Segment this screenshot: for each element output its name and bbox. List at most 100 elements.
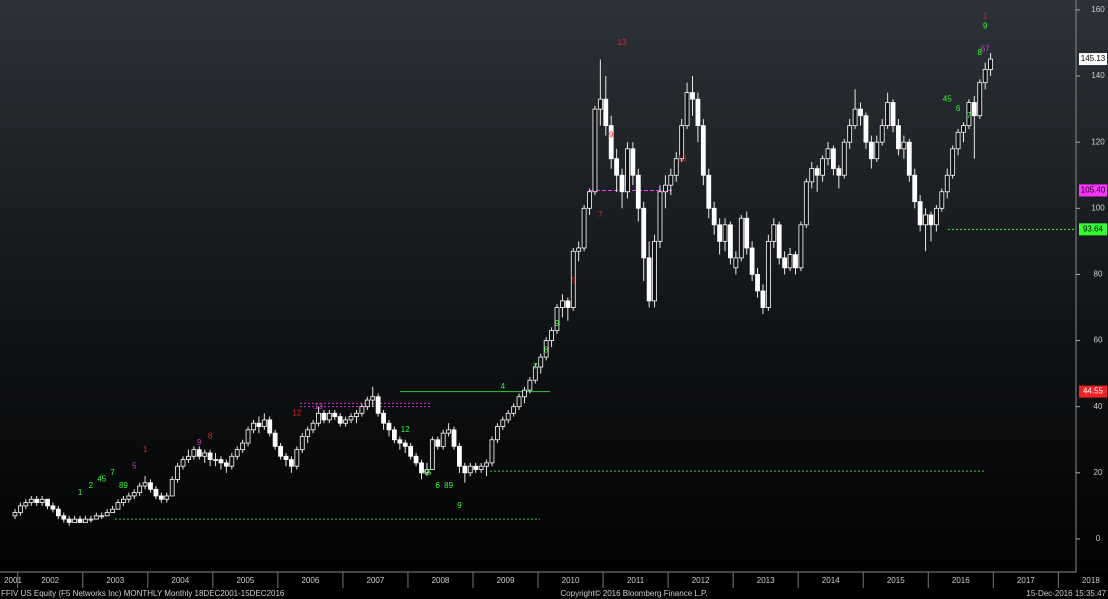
candle-body xyxy=(213,459,218,461)
td-count: 13 xyxy=(314,402,323,411)
candle-body xyxy=(793,254,798,269)
candle-body xyxy=(39,498,45,503)
candle-body xyxy=(749,247,755,275)
candle-body xyxy=(934,207,939,226)
candle-body xyxy=(435,439,441,447)
candle-body xyxy=(538,356,544,368)
td-count: 2 xyxy=(89,481,94,490)
candle-body xyxy=(912,174,918,203)
td-count: 67 xyxy=(981,45,990,54)
y-tick-label: 160 xyxy=(1091,5,1105,14)
candle-body xyxy=(104,512,110,517)
candle-body xyxy=(522,389,527,398)
td-count: 9 xyxy=(555,319,560,328)
candle-body xyxy=(370,396,376,401)
candle-body xyxy=(776,224,782,259)
td-count: 7 xyxy=(533,362,538,371)
candle-body xyxy=(126,495,132,500)
candle-body xyxy=(158,495,164,500)
candle-body xyxy=(316,412,321,424)
price-tag xyxy=(1079,385,1107,398)
candle-body xyxy=(901,141,907,150)
candle-body xyxy=(23,502,29,507)
candle-body xyxy=(798,224,804,269)
candle-body xyxy=(977,82,983,117)
candle-body xyxy=(890,102,896,127)
candle-body xyxy=(440,432,446,447)
candle-body xyxy=(343,419,349,424)
candle-body xyxy=(223,462,229,467)
candle-body xyxy=(12,512,18,517)
candle-body xyxy=(121,498,126,503)
candle-body xyxy=(240,442,246,451)
td-count: 13 xyxy=(618,38,627,47)
candle-body xyxy=(652,240,657,302)
candle-body xyxy=(478,465,484,470)
td-count: 89 xyxy=(444,481,453,490)
candle-body xyxy=(289,459,294,467)
candle-body xyxy=(332,412,338,418)
td-count: 6 xyxy=(956,104,961,113)
candle-body xyxy=(771,224,777,242)
candle-body xyxy=(527,379,533,391)
candle-body xyxy=(738,217,744,259)
candle-body xyxy=(516,396,522,408)
candle-body xyxy=(560,300,565,308)
candle-body xyxy=(408,445,414,457)
candle-body xyxy=(755,274,760,292)
candle-body xyxy=(831,148,836,170)
candle-body xyxy=(896,125,901,150)
candle-body xyxy=(597,98,603,110)
td-count: 9 xyxy=(197,438,202,447)
candle-body xyxy=(988,58,993,70)
candle-body xyxy=(549,330,554,341)
x-tick-label: 2018 xyxy=(1082,576,1100,585)
candle-body xyxy=(836,168,842,176)
td-count: 7 xyxy=(110,468,115,477)
candle-body xyxy=(982,69,988,84)
candle-body xyxy=(337,416,343,424)
candle-body xyxy=(462,465,468,474)
x-axis-band xyxy=(0,572,1108,589)
candle-body xyxy=(863,115,869,143)
candle-body xyxy=(207,452,213,460)
candle-body xyxy=(261,419,267,427)
candle-body xyxy=(858,108,863,117)
candle-body xyxy=(722,224,728,242)
candle-body xyxy=(283,455,289,460)
td-count: 89 xyxy=(119,481,128,490)
candle-body xyxy=(169,479,175,497)
candle-body xyxy=(679,125,685,160)
candle-body xyxy=(164,495,170,500)
candle-body xyxy=(728,224,733,259)
candle-body xyxy=(825,148,831,160)
candle-body xyxy=(245,429,251,444)
candle-body xyxy=(424,469,430,474)
candle-body xyxy=(218,459,224,464)
candle-body xyxy=(744,217,750,249)
candle-body xyxy=(684,92,690,127)
price-tag xyxy=(1079,53,1107,66)
candle-body xyxy=(196,449,202,457)
candle-body xyxy=(619,174,625,193)
candle-body xyxy=(663,184,668,193)
x-tick-label: 2014 xyxy=(822,576,840,585)
x-tick-label: 2013 xyxy=(757,576,775,585)
td-count: 45 xyxy=(422,468,431,477)
candle-body xyxy=(641,207,647,259)
candle-body xyxy=(467,465,473,474)
candle-body xyxy=(457,445,462,467)
candle-body xyxy=(175,465,181,480)
y-tick-label: 60 xyxy=(1094,336,1103,345)
y-tick-label: 100 xyxy=(1091,203,1105,212)
candle-body xyxy=(961,125,966,133)
y-tick-label: 140 xyxy=(1091,71,1105,80)
candle-body xyxy=(99,515,105,518)
candle-body xyxy=(354,412,359,418)
x-tick-label: 2017 xyxy=(1017,576,1035,585)
x-tick-label: 2008 xyxy=(432,576,450,585)
candle-body xyxy=(229,455,235,467)
candle-body xyxy=(673,158,679,176)
